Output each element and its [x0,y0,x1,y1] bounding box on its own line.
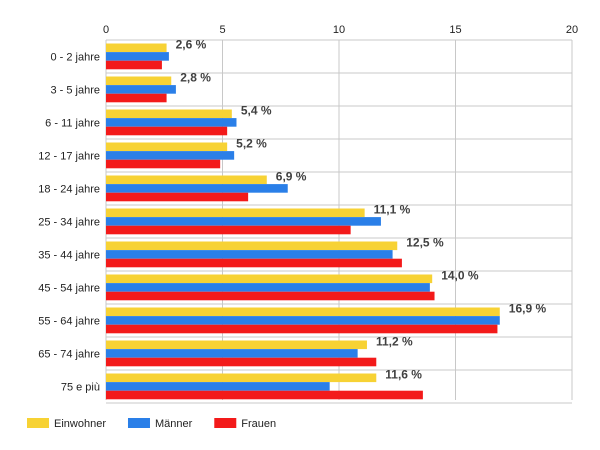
x-tick-label: 15 [449,24,461,36]
data-label: 5,2 % [236,137,267,151]
data-label: 6,9 % [276,170,307,184]
bar-einwohner [106,76,172,86]
category-label: 45 - 54 jahre [38,283,100,295]
bar-einwohner [106,274,433,284]
grid-lines [105,39,573,404]
category-label: 75 e più [61,382,100,394]
x-tick-label: 0 [103,24,109,36]
data-label: 12,5 % [406,236,444,250]
bar-mnner [106,349,358,358]
bar-einwohner [106,109,232,119]
bar-frauen [106,291,435,301]
legend-label: Einwohner [54,418,106,430]
category-label: 6 - 11 jahre [45,118,100,130]
legend-swatch [27,418,49,428]
x-tick-label: 20 [566,24,578,36]
bar-mnner [106,217,381,226]
bar-mnner [106,184,288,193]
data-label: 2,8 % [180,71,211,85]
x-tick-label: 10 [333,24,345,36]
x-tick-label: 5 [219,24,225,36]
bar-frauen [106,60,162,70]
bar-mnner [106,52,169,61]
bar-frauen [106,258,402,268]
bar-einwohner [106,43,167,53]
data-labels: 2,6 % 2,8 % 5,4 % 5,2 % 6,9 % 11,1 % 12,5 % 14,… [176,38,547,382]
bar-frauen [106,93,167,103]
bar-mnner [106,283,430,292]
bar-einwohner [106,175,267,185]
category-label: 65 - 74 jahre [38,349,100,361]
legend-label: Männer [155,418,193,430]
category-label: 25 - 34 jahre [38,217,100,229]
legend-swatch [127,418,150,428]
category-label: 55 - 64 jahre [38,316,100,328]
category-label: 0 - 2 jahre [50,52,100,64]
bar-frauen [106,390,423,400]
bar-frauen [106,357,377,367]
bar-mnner [106,85,176,94]
bar-einwohner [106,373,377,383]
data-label: 14,0 % [441,269,479,283]
legend: Einwohner Männer Frauen [27,418,276,430]
legend-swatch [214,418,237,428]
data-label: 11,6 % [385,368,422,382]
legend-label: Frauen [241,418,276,430]
bar-frauen [106,159,221,169]
data-label: 5,4 % [241,104,272,118]
bar-frauen [106,324,498,334]
category-label: 18 - 24 jahre [38,184,100,196]
data-label: 16,9 % [509,302,547,316]
bars [106,43,500,400]
bar-frauen [106,192,249,202]
bar-einwohner [106,241,398,251]
data-label: 11,1 % [374,203,411,217]
bar-mnner [106,151,235,160]
bar-mnner [106,250,393,259]
data-label: 2,6 % [176,38,207,52]
bar-mnner [106,316,500,325]
bar-frauen [106,225,351,235]
bar-frauen [106,126,228,136]
bar-einwohner [106,142,228,152]
bar-mnner [106,118,237,127]
category-label: 3 - 5 jahre [50,85,100,97]
category-label: 12 - 17 jahre [38,151,100,163]
data-label: 11,2 % [376,335,413,349]
bar-einwohner [106,307,500,317]
bar-einwohner [106,208,365,218]
x-axis-ticks: 0 5 10 15 20 [103,24,578,36]
category-label: 35 - 44 jahre [38,250,100,262]
bar-mnner [106,382,330,391]
category-labels: 0 - 2 jahre 3 - 5 jahre 6 - 11 jahre 12 - 1… [38,52,100,394]
bar-einwohner [106,340,367,350]
